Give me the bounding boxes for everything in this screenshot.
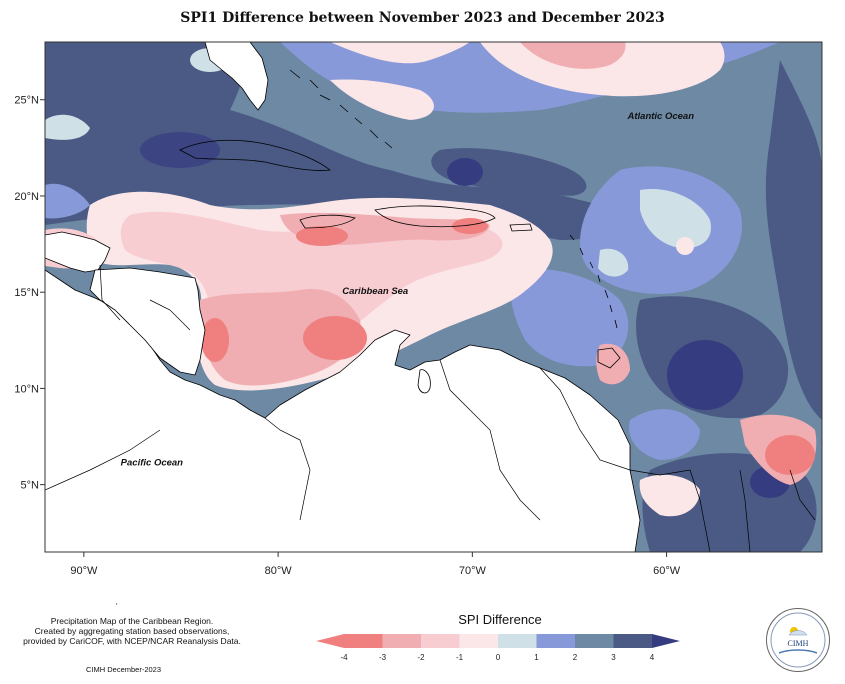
shade-pale-pink-north-1 bbox=[330, 42, 470, 64]
land-central-america bbox=[89, 267, 206, 376]
colorbar-segment bbox=[344, 634, 383, 648]
island-paraguana bbox=[417, 369, 431, 394]
border-guiana-brazil bbox=[789, 469, 816, 521]
border-1 bbox=[99, 264, 121, 321]
island-puerto-rico bbox=[509, 223, 533, 232]
colorbar-segment bbox=[575, 634, 614, 648]
credit-line-2: Created by aggregating station based obs… bbox=[34, 626, 230, 636]
credit-line-1: Precipitation Map of the Caribbean Regio… bbox=[50, 616, 214, 626]
land-yucatan bbox=[45, 231, 111, 273]
x-tick-label: 60°W bbox=[653, 565, 681, 577]
shade-deep-blue-northwest bbox=[45, 42, 608, 240]
y-tick-label: 5°N bbox=[21, 480, 40, 492]
x-tick-label: 90°W bbox=[70, 565, 98, 577]
map-title: SPI1 Difference between November 2023 an… bbox=[180, 10, 665, 26]
shade-red-core-southeast bbox=[765, 435, 815, 475]
colorbar-extend-high bbox=[652, 634, 680, 648]
shade-red-core-1 bbox=[303, 316, 367, 360]
shade-pale-pink-north-3 bbox=[330, 79, 434, 120]
shade-pale-pink-guyana bbox=[639, 474, 700, 517]
islands bbox=[179, 139, 533, 394]
border-2 bbox=[149, 299, 191, 331]
island-trinidad bbox=[597, 347, 621, 369]
small-islands bbox=[289, 69, 621, 369]
colorbar-tick-label: -1 bbox=[456, 653, 464, 662]
y-tick-label: 25°N bbox=[14, 95, 39, 107]
credit-line-3: provided by CariCOF, with NCEP/NCAR Rean… bbox=[23, 636, 241, 646]
x-tick-label: 80°W bbox=[265, 565, 293, 577]
bahamas-chain bbox=[289, 69, 393, 149]
colorbar-segment bbox=[536, 634, 576, 648]
credit-date: CIMH December-2023 bbox=[86, 665, 162, 674]
border-suriname-guiana bbox=[739, 469, 751, 552]
colorbar-tick-label: -3 bbox=[379, 653, 387, 662]
colorbar-tick-label: 4 bbox=[650, 653, 655, 662]
colorbar-tick-label: 2 bbox=[573, 653, 578, 662]
shade-deep-blue-east bbox=[765, 60, 822, 420]
colorbar-tick-label: -4 bbox=[340, 653, 348, 662]
colorbar-tick-label: -2 bbox=[417, 653, 425, 662]
lesser-antilles-chain bbox=[569, 234, 618, 329]
country-borders bbox=[45, 264, 816, 552]
border-guyana-suriname bbox=[629, 469, 711, 552]
dot-mark: ' bbox=[116, 602, 118, 611]
map-label-atlantic-ocean: Atlantic Ocean bbox=[627, 111, 695, 122]
shade-mid-blue-yucatan bbox=[45, 183, 90, 219]
shade-mid-blue-southeast-caribbean bbox=[510, 269, 629, 367]
cloud-icon bbox=[788, 630, 808, 636]
shade-mid-pink-north bbox=[520, 42, 626, 69]
legend-title: SPI Difference bbox=[458, 612, 542, 627]
y-axis-ticks: 25°N 20°N 15°N 10°N 5°N bbox=[14, 95, 45, 492]
colorbar-tick-label: 3 bbox=[611, 653, 616, 662]
legend-colorbar: -4 -3 -2 -1 0 1 2 3 4 bbox=[316, 634, 680, 662]
y-tick-label: 15°N bbox=[14, 287, 39, 299]
wave-icon bbox=[778, 649, 818, 654]
y-tick-label: 10°N bbox=[14, 383, 39, 395]
colorbar-tick-label: 1 bbox=[534, 653, 539, 662]
border-venezuela-guyana bbox=[539, 367, 631, 471]
colorbar-segment bbox=[382, 634, 422, 648]
plot-frame bbox=[44, 41, 823, 553]
border-colombia-panama bbox=[264, 417, 311, 521]
border-pacific-coast bbox=[45, 429, 161, 491]
land-florida bbox=[204, 42, 269, 111]
island-jamaica bbox=[299, 214, 356, 229]
shade-pale-spot-1 bbox=[676, 237, 694, 255]
shade-darkest-blue-core-1 bbox=[447, 158, 483, 186]
shade-mid-pink-trinidad bbox=[596, 343, 630, 385]
colorbar-segment bbox=[613, 634, 653, 648]
land-masses bbox=[45, 42, 641, 552]
map-label-pacific-ocean: Pacific Ocean bbox=[121, 457, 184, 468]
shade-red-core-3 bbox=[452, 218, 488, 234]
shade-light-blue-1 bbox=[640, 189, 711, 249]
map-label-caribbean-sea: Caribbean Sea bbox=[342, 286, 408, 297]
cimh-logo: CIMH bbox=[766, 608, 830, 672]
y-tick-label: 20°N bbox=[14, 191, 39, 203]
colorbar-segment bbox=[421, 634, 460, 648]
credit-text: Precipitation Map of the Caribbean Regio… bbox=[12, 616, 252, 646]
cimh-logo-graphic: CIMH bbox=[770, 612, 826, 668]
colorbar-tick-label: 0 bbox=[496, 653, 501, 662]
shade-light-blue-5 bbox=[598, 248, 629, 277]
shade-red-core-2 bbox=[296, 226, 348, 246]
shade-mid-pink-central-america bbox=[199, 289, 361, 386]
colorbar-segment bbox=[459, 634, 499, 648]
shade-red-core-4 bbox=[201, 318, 229, 362]
shade-light-blue-2 bbox=[45, 114, 90, 140]
colorbar-extend-low bbox=[316, 634, 344, 648]
x-tick-label: 70°W bbox=[459, 565, 487, 577]
colorbar-segment bbox=[498, 634, 537, 648]
map-plot-area bbox=[45, 42, 822, 552]
logo-text: CIMH bbox=[788, 639, 809, 648]
x-axis-ticks: 90°W 80°W 70°W 60°W bbox=[70, 552, 681, 577]
island-cuba bbox=[179, 139, 331, 171]
island-hispaniola bbox=[374, 205, 496, 228]
shade-darkest-blue-core-2 bbox=[667, 340, 743, 410]
border-colombia-venezuela bbox=[439, 359, 541, 521]
map-labels: Atlantic Ocean Caribbean Sea Pacific Ocean bbox=[121, 111, 695, 468]
shade-mid-blue-trinidad bbox=[629, 409, 700, 460]
